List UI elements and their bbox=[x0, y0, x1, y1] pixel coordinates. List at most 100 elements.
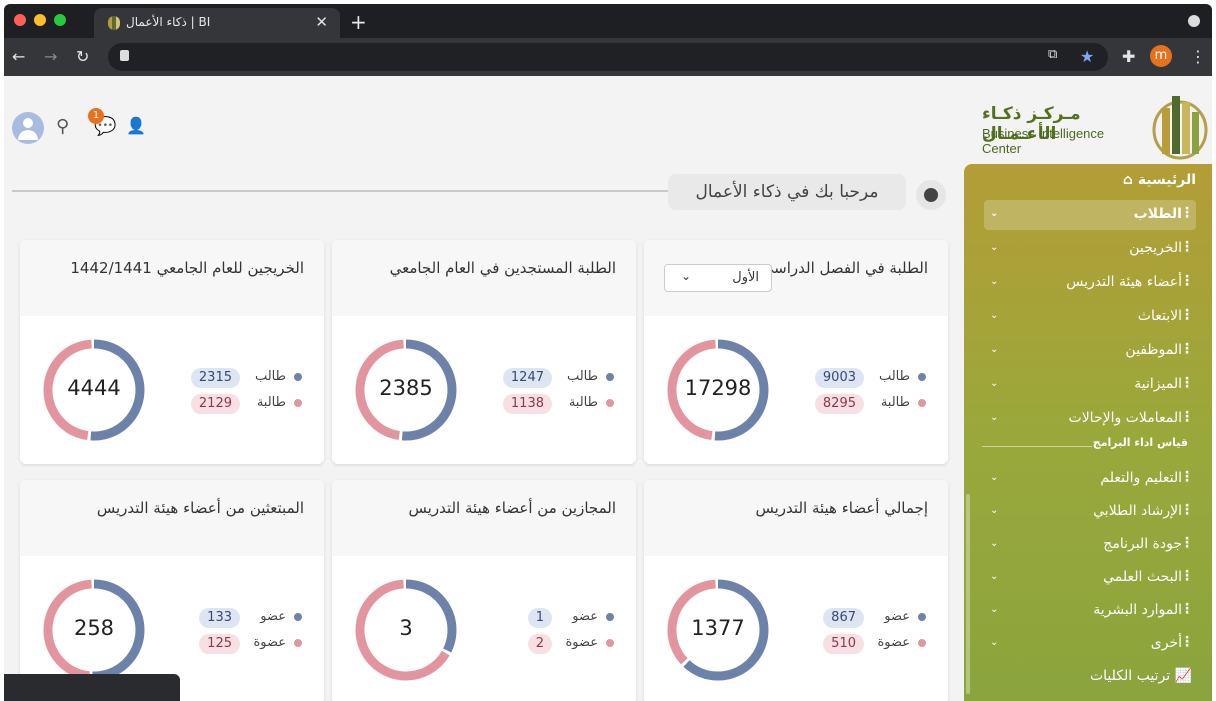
donut-chart bbox=[355, 339, 457, 441]
donut-segment-female bbox=[43, 339, 145, 441]
legend-row: عضوة 2 bbox=[474, 634, 614, 654]
card-header bbox=[20, 480, 324, 556]
donut-chart bbox=[667, 339, 769, 441]
maximize-window-button[interactable] bbox=[54, 14, 66, 26]
sidebar-item[interactable]: ⋮ البحث العلمي ⌄ bbox=[984, 563, 1196, 593]
search-icon[interactable]: ⚲ bbox=[56, 116, 70, 137]
sidebar-item[interactable]: ⋮ الموارد البشرية ⌄ bbox=[984, 596, 1196, 626]
minimize-window-button[interactable] bbox=[34, 14, 46, 26]
close-window-button[interactable] bbox=[14, 14, 26, 26]
sidebar-item[interactable]: ⋮ الموظفين ⌄ bbox=[984, 336, 1196, 366]
sidebar-item-label: الموارد البشرية bbox=[1093, 602, 1182, 618]
stat-card: المجازين من أعضاء هيئة التدريس 3 عضو 1 عضوة 2 bbox=[332, 480, 636, 701]
chevron-down-icon[interactable]: ⌄ bbox=[990, 604, 999, 615]
donut-chart bbox=[667, 579, 769, 681]
chevron-down-icon[interactable]: ⌄ bbox=[990, 505, 999, 516]
tab-strip: ذكاء الأعمال | BI ✕ + bbox=[4, 4, 1212, 38]
close-tab-icon[interactable]: ✕ bbox=[315, 13, 328, 31]
sidebar-item-label: المعاملات والإحالات bbox=[1068, 410, 1182, 426]
chevron-down-icon[interactable]: ⌄ bbox=[990, 276, 999, 287]
chevron-down-icon[interactable]: ⌄ bbox=[990, 208, 999, 219]
sidebar-item-home[interactable]: ⌂ الرئيسية bbox=[1122, 172, 1196, 188]
url-field[interactable] bbox=[108, 43, 1108, 71]
section-divider bbox=[982, 446, 1092, 447]
chevron-down-icon[interactable]: ⌄ bbox=[990, 378, 999, 389]
legend-label: عضو bbox=[884, 609, 910, 624]
open-external-icon[interactable]: ⧉ bbox=[1048, 47, 1058, 62]
kebab-icon: ⋮ bbox=[1180, 239, 1194, 255]
user-avatar[interactable] bbox=[12, 112, 44, 144]
donut-segment-male bbox=[667, 339, 769, 441]
kebab-icon: ⋮ bbox=[1180, 535, 1194, 551]
chevron-down-icon[interactable]: ⌄ bbox=[990, 637, 999, 648]
sidebar-item[interactable]: ⋮ الطلاب ⌄ bbox=[984, 200, 1196, 230]
legend-row: عضو 133 bbox=[162, 608, 302, 628]
sidebar-item-label: أخرى bbox=[1150, 635, 1182, 651]
legend-dot bbox=[918, 639, 926, 647]
sidebar-scrollbar[interactable] bbox=[966, 494, 970, 694]
chevron-down-icon[interactable]: ⌄ bbox=[990, 310, 999, 321]
pie-chart-icon bbox=[916, 180, 946, 210]
card-title: المبتعثين من أعضاء هيئة التدريس bbox=[96, 499, 304, 517]
sidebar-item[interactable]: ⋮ الإرشاد الطلابي ⌄ bbox=[984, 497, 1196, 527]
card-title: إجمالي أعضاء هيئة التدريس bbox=[755, 499, 929, 517]
sidebar-item[interactable]: ⋮ المعاملات والإحالات ⌄ bbox=[984, 404, 1196, 434]
donut-total: 2385 bbox=[379, 376, 433, 400]
browser-menu-icon[interactable]: ⋮ bbox=[1190, 47, 1206, 66]
tab-search-icon[interactable] bbox=[1188, 15, 1200, 27]
user-settings-icon[interactable]: 👤 bbox=[126, 116, 146, 135]
header-actions: ⚲ 💬 1 👤 bbox=[12, 108, 162, 144]
card-title: الطلبة المستجدين في العام الجامعي bbox=[389, 259, 616, 277]
lock-icon bbox=[120, 50, 129, 61]
sidebar-item[interactable]: ⋮ أخرى ⌄ bbox=[984, 629, 1196, 659]
donut-total: 1377 bbox=[691, 616, 745, 640]
sidebar-item[interactable]: ⋮ الابتعاث ⌄ bbox=[984, 302, 1196, 332]
chevron-down-icon[interactable]: ⌄ bbox=[990, 412, 999, 423]
sidebar-item[interactable]: ⋮ الخريجين ⌄ bbox=[984, 234, 1196, 264]
sidebar-item[interactable]: ⋮ التعليم والتعلم ⌄ bbox=[984, 464, 1196, 494]
legend-label: طالب bbox=[566, 369, 598, 384]
donut-segment-male bbox=[667, 579, 769, 681]
chevron-down-icon[interactable]: ⌄ bbox=[990, 571, 999, 582]
legend-value-badge: 133 bbox=[199, 608, 240, 628]
extensions-icon[interactable]: ✚ bbox=[1122, 47, 1136, 66]
donut-segment-female bbox=[355, 339, 457, 441]
chevron-down-icon[interactable]: ⌄ bbox=[990, 538, 999, 549]
legend-label: عضوة bbox=[565, 635, 598, 650]
legend-row: طالب 1247 bbox=[474, 368, 614, 388]
sidebar-item[interactable]: ⋮ أعضاء هيئة التدريس ⌄ bbox=[984, 268, 1196, 298]
legend-dot bbox=[918, 399, 926, 407]
profile-avatar[interactable]: m bbox=[1150, 45, 1172, 67]
legend-label: طالبة bbox=[256, 395, 286, 410]
legend-value-badge: 867 bbox=[823, 608, 864, 628]
sidebar-item-college-ranking[interactable]: ترتيب الكليات 📈 bbox=[1090, 668, 1192, 684]
status-toast bbox=[4, 674, 180, 701]
kebab-icon: ⋮ bbox=[1180, 375, 1194, 391]
reload-icon[interactable]: ↻ bbox=[76, 47, 90, 66]
donut-segment-male bbox=[43, 339, 145, 441]
chevron-down-icon[interactable]: ⌄ bbox=[990, 242, 999, 253]
legend-dot bbox=[918, 373, 926, 381]
bookmark-star-icon[interactable]: ★ bbox=[1080, 47, 1095, 66]
kebab-icon: ⋮ bbox=[1180, 601, 1194, 617]
semester-select[interactable]: الأول ⌄ bbox=[664, 264, 772, 292]
back-icon[interactable]: ← bbox=[12, 47, 26, 66]
chevron-down-icon[interactable]: ⌄ bbox=[990, 472, 999, 483]
legend-label: طالبة bbox=[568, 395, 598, 410]
sidebar-item-label: الخريجين bbox=[1129, 240, 1182, 256]
sidebar-item-label: ترتيب الكليات bbox=[1089, 668, 1171, 684]
sidebar-item-label: الميزانية bbox=[1134, 376, 1182, 392]
address-bar: ← → ↻ ⧉ ★ ✚ m ⋮ bbox=[4, 38, 1212, 76]
sidebar-item[interactable]: ⋮ الميزانية ⌄ bbox=[984, 370, 1196, 400]
legend-dot bbox=[606, 613, 614, 621]
legend-row: عضوة 125 bbox=[162, 634, 302, 654]
chevron-down-icon[interactable]: ⌄ bbox=[990, 344, 999, 355]
new-tab-button[interactable]: + bbox=[350, 10, 367, 34]
sidebar-item-label: التعليم والتعلم bbox=[1100, 470, 1182, 486]
legend-label: عضوة bbox=[877, 635, 910, 650]
forward-icon[interactable]: → bbox=[44, 47, 58, 66]
browser-tab[interactable]: ذكاء الأعمال | BI ✕ bbox=[94, 8, 340, 38]
legend-row: طالبة 1138 bbox=[474, 394, 614, 414]
sidebar-item[interactable]: ⋮ جودة البرنامج ⌄ bbox=[984, 530, 1196, 560]
